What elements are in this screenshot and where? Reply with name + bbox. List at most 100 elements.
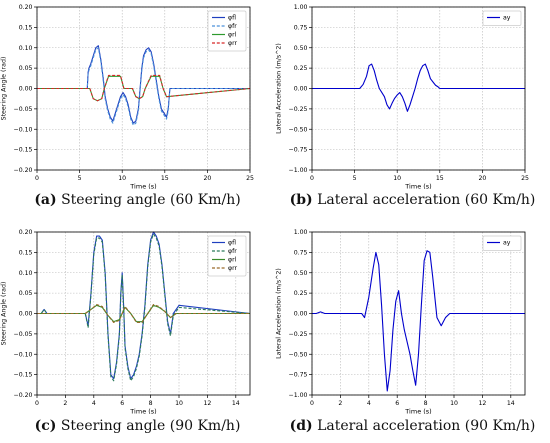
x-tick-label: 2 — [338, 400, 342, 407]
y-tick-label: 0.00 — [294, 86, 308, 93]
series-line-3 — [37, 304, 250, 323]
caption-tag: (c) — [34, 418, 57, 434]
legend: ay — [482, 235, 522, 251]
series-line-2 — [37, 47, 250, 126]
legend-box — [207, 10, 247, 52]
legend-box — [207, 235, 247, 277]
y-axis-label: Lateral Acceleration (m/s^2) — [276, 43, 283, 134]
x-axis-label: Time (s) — [129, 408, 156, 416]
y-tick-label: 0.50 — [294, 270, 308, 277]
y-tick-label: 0.75 — [294, 249, 308, 256]
x-tick-label: 2 — [63, 400, 67, 407]
x-tick-label: 5 — [353, 175, 357, 182]
y-tick-label: 0.20 — [19, 229, 33, 236]
y-tick-label: −0.15 — [14, 147, 33, 154]
caption-c: (c) Steering angle (90 Km/h) — [0, 418, 275, 434]
legend-label: φrl — [228, 257, 237, 264]
y-tick-label: 1.00 — [294, 4, 308, 11]
y-tick-label: −0.25 — [289, 106, 308, 113]
y-tick-label: −0.05 — [14, 106, 33, 113]
y-axis-label: Steering Angle (rad) — [1, 57, 8, 121]
legend-label: φrr — [228, 40, 238, 47]
x-tick-label: 5 — [78, 175, 82, 182]
x-tick-label: 4 — [367, 400, 371, 407]
x-tick-label: 0 — [35, 175, 39, 182]
y-tick-label: −0.15 — [14, 372, 33, 379]
chart-svg: 0 2 4 6 8 10 12 14 −1.00 −0.75 −0.50 −0.25 0.00 0.25 0… — [276, 229, 526, 416]
caption-a: (a) Steering angle (60 Km/h) — [0, 192, 275, 208]
chart-panel-a: 0 5 10 15 20 25 −0.20 −0.15 −0.10 −0.05 0.00 0.05 0.… — [0, 0, 275, 190]
x-tick-label: 25 — [246, 175, 254, 182]
y-tick-label: 0.05 — [19, 290, 33, 297]
chart-svg: 0 5 10 15 20 25 −1.00 −0.75 −0.50 −0.25 0.00 0.25 0.… — [276, 4, 529, 190]
x-axis-label: Time (s) — [129, 183, 156, 191]
caption-tag: (b) — [289, 192, 313, 208]
y-tick-label: 0.15 — [19, 249, 33, 256]
legend-label: ay — [503, 240, 511, 247]
legend-label: φfl — [228, 240, 236, 247]
chart-panel-b: 0 5 10 15 20 25 −1.00 −0.75 −0.50 −0.25 0.00 0.25 0.… — [275, 0, 550, 190]
y-tick-label: 0.25 — [294, 290, 308, 297]
x-tick-label: 25 — [521, 175, 529, 182]
caption-b: (b) Lateral acceleration (60 Km/h) — [275, 192, 550, 208]
x-tick-label: 6 — [395, 400, 399, 407]
x-tick-label: 4 — [92, 400, 96, 407]
y-tick-label: 0.05 — [19, 65, 33, 72]
legend-label: φrr — [228, 265, 238, 272]
y-tick-label: −0.05 — [14, 331, 33, 338]
y-tick-label: −0.20 — [14, 167, 33, 174]
chart-panel-c: 0 2 4 6 8 10 12 14 −0.20 −0.15 −0.10 −0.05 0.00 0.05 0… — [0, 225, 275, 416]
x-tick-label: 12 — [478, 400, 486, 407]
x-tick-label: 10 — [450, 400, 458, 407]
y-tick-label: −0.25 — [289, 331, 308, 338]
y-tick-label: −0.10 — [14, 126, 33, 133]
y-tick-label: −0.75 — [289, 147, 308, 154]
x-tick-label: 20 — [203, 175, 211, 182]
y-tick-label: 0.25 — [294, 65, 308, 72]
series-line-2 — [37, 233, 251, 382]
y-tick-label: 0.10 — [19, 270, 33, 277]
caption-text: Lateral acceleration (60 Km/h) — [312, 192, 536, 208]
series-line-4 — [37, 74, 251, 102]
legend-label: ay — [503, 15, 511, 22]
legend-box — [482, 235, 522, 251]
series-line-1 — [312, 250, 525, 392]
y-tick-label: 0.75 — [294, 24, 308, 31]
legend-box — [482, 10, 522, 26]
legend-label: φfr — [228, 248, 237, 255]
y-tick-label: −0.10 — [14, 351, 33, 358]
x-tick-label: 8 — [424, 400, 428, 407]
caption-text: Steering angle (60 Km/h) — [56, 192, 241, 208]
legend-label: φrl — [228, 32, 237, 39]
y-tick-label: 0.10 — [19, 45, 33, 52]
y-axis-label: Steering Angle (rad) — [1, 282, 8, 346]
y-tick-label: 0.20 — [19, 4, 33, 11]
y-tick-label: −0.50 — [289, 126, 308, 133]
legend-label: φfl — [228, 15, 236, 22]
chart-svg: 0 2 4 6 8 10 12 14 −0.20 −0.15 −0.10 −0.05 0.00 0.05 0… — [1, 229, 251, 416]
y-tick-label: −1.00 — [289, 392, 308, 399]
x-tick-label: 10 — [393, 175, 401, 182]
y-tick-label: 0.50 — [294, 45, 308, 52]
caption-tag: (a) — [34, 192, 57, 208]
x-tick-label: 14 — [507, 400, 515, 407]
y-tick-label: 0.00 — [19, 311, 33, 318]
y-tick-label: 1.00 — [294, 229, 308, 236]
caption-text: Lateral acceleration (90 Km/h) — [312, 418, 536, 434]
y-tick-label: −0.20 — [14, 392, 33, 399]
x-axis-label: Time (s) — [404, 408, 431, 416]
y-tick-label: −0.50 — [289, 351, 308, 358]
caption-text: Steering angle (90 Km/h) — [56, 418, 241, 434]
series-line-1 — [312, 63, 525, 112]
y-tick-label: −1.00 — [289, 167, 308, 174]
x-tick-label: 14 — [232, 400, 240, 407]
series-line-4 — [37, 303, 250, 324]
x-tick-label: 15 — [436, 175, 444, 182]
legend-label: φfr — [228, 23, 237, 30]
x-tick-label: 6 — [120, 400, 124, 407]
y-tick-label: 0.15 — [19, 24, 33, 31]
legend: ay — [482, 10, 522, 26]
caption-tag: (d) — [289, 418, 313, 434]
